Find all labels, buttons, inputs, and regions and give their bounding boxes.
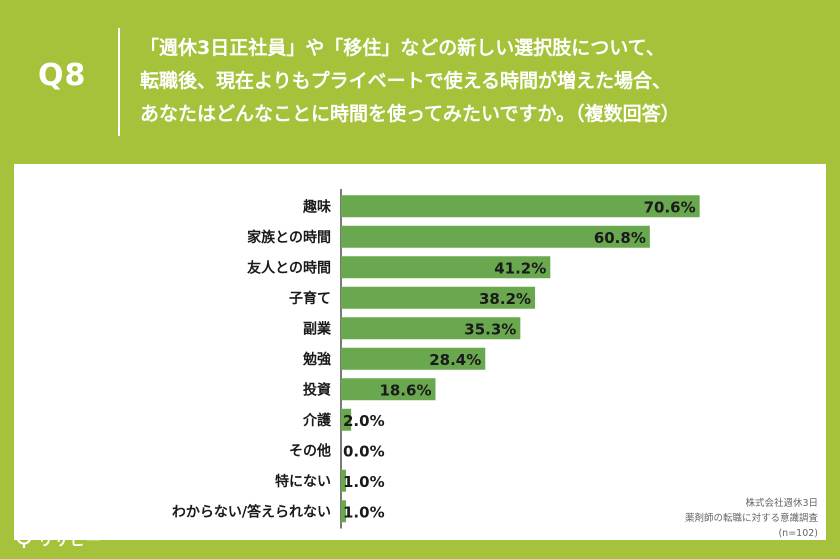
value-label: 60.8%: [594, 229, 646, 247]
value-label: 1.0%: [343, 473, 385, 491]
value-label: 1.0%: [343, 503, 385, 521]
source-line-3: (n=102): [778, 528, 818, 539]
value-label: 38.2%: [479, 290, 531, 308]
value-label: 2.0%: [343, 412, 385, 430]
brand-logo-text: リサピー: [38, 530, 103, 549]
category-label: 介護: [302, 412, 332, 429]
category-label: 投資: [303, 381, 331, 398]
category-label: 副業: [303, 320, 332, 337]
bar: [341, 469, 347, 492]
category-label: その他: [289, 442, 331, 459]
category-label: 趣味: [302, 198, 331, 215]
lightbulb-icon: [16, 529, 32, 548]
bar: [341, 225, 650, 248]
question-line-1: 「週休3日正社員」や「移住」などの新しい選択肢について、: [140, 37, 665, 59]
question-line-3: あなたはどんなことに時間を使ってみたいですか。（複数回答）: [140, 103, 680, 125]
value-label: 0.0%: [343, 442, 385, 460]
chart-panel: 趣味 70.6% 家族との時間 60.8% 友人との時間 41.2% 子育て 38.2% 副業 3…: [14, 164, 826, 540]
bar: [341, 195, 700, 218]
bar: [341, 347, 486, 370]
bar: [341, 317, 521, 340]
value-label: 35.3%: [464, 320, 516, 338]
category-label: 勉強: [302, 351, 331, 368]
value-label: 70.6%: [644, 198, 696, 216]
category-label: 家族との時間: [247, 229, 331, 246]
header-divider: [118, 28, 120, 136]
category-label: 友人との時間: [247, 259, 331, 276]
bar: [341, 500, 347, 523]
value-label: 18.6%: [379, 381, 431, 399]
question-line-2: 転職後、現在よりもプライベートで使える時間が増えた場合、: [140, 70, 672, 92]
value-label: 28.4%: [429, 351, 481, 369]
question-text: 「週休3日正社員」や「移住」などの新しい選択肢について、 転職後、現在よりもプラ…: [140, 32, 830, 131]
category-label: わからない/答えられない: [172, 503, 331, 520]
brand-logo: リサピー: [14, 524, 102, 554]
bar: [341, 256, 551, 279]
question-number: Q8: [38, 58, 87, 93]
question-header: Q8 「週休3日正社員」や「移住」などの新しい選択肢について、 転職後、現在より…: [0, 0, 840, 158]
source-line-1: 株式会社週休3日: [745, 498, 818, 509]
category-label: 特にない: [275, 473, 331, 490]
bar-chart: 趣味 70.6% 家族との時間 60.8% 友人との時間 41.2% 子育て 38.2% 副業 3…: [172, 189, 700, 529]
source-line-2: 薬剤師の転職に対する意識調査: [684, 513, 818, 524]
category-label: 子育て: [289, 290, 331, 307]
bar: [341, 408, 352, 431]
bar: [341, 378, 436, 401]
bar: [341, 286, 536, 309]
value-label: 41.2%: [494, 259, 546, 277]
